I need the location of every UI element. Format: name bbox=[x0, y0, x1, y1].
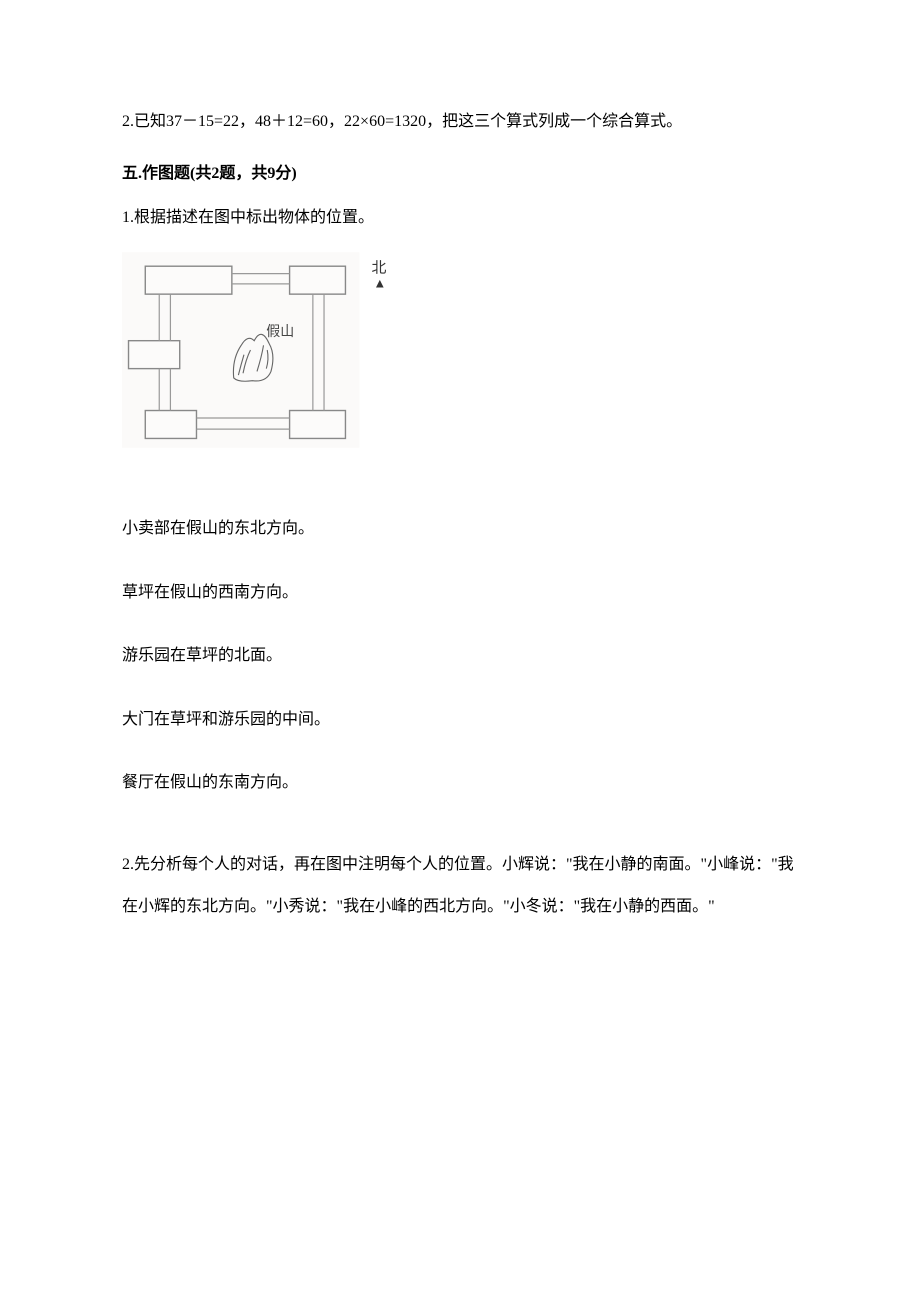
problem-2-text: 2.已知37－15=22，48＋12=60，22×60=1320，把这三个算式列… bbox=[122, 110, 798, 134]
north-label: 北 bbox=[372, 260, 387, 277]
q1-clue-2: 草坪在假山的西南方向。 bbox=[122, 572, 798, 614]
q1-clue-5: 餐厅在假山的东南方向。 bbox=[122, 762, 798, 804]
section-5-title: 五.作图题(共2题，共9分) bbox=[122, 162, 798, 186]
q1-clue-3: 游乐园在草坪的北面。 bbox=[122, 635, 798, 677]
q2-text: 2.先分析每个人的对话，再在图中注明每个人的位置。小辉说："我在小静的南面。"小… bbox=[122, 844, 798, 927]
q1-diagram: 北 ▲ 假山 bbox=[122, 250, 798, 458]
north-arrow-icon: ▲ bbox=[373, 276, 386, 291]
q1-prompt: 1.根据描述在图中标出物体的位置。 bbox=[122, 206, 798, 230]
q1-clue-4: 大门在草坪和游乐园的中间。 bbox=[122, 699, 798, 741]
center-label: 假山 bbox=[266, 324, 294, 340]
map-diagram-svg: 北 ▲ 假山 bbox=[122, 250, 392, 450]
q1-clue-1: 小卖部在假山的东北方向。 bbox=[122, 508, 798, 550]
